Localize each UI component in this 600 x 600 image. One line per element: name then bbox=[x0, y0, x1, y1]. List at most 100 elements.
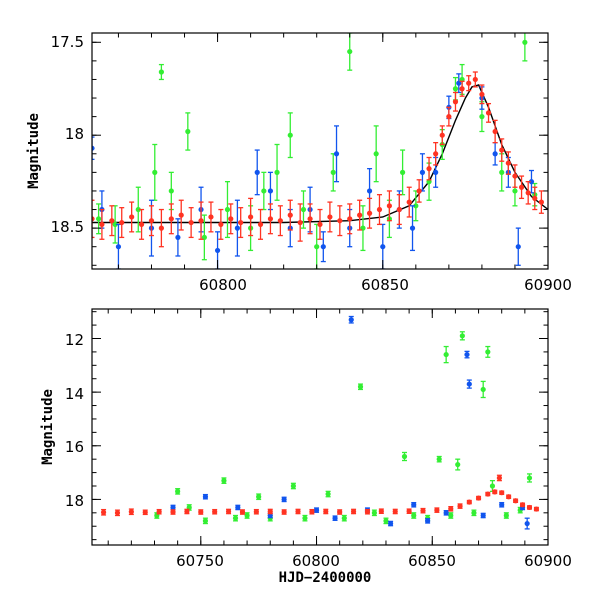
top-data-point bbox=[257, 221, 264, 228]
top-data-point bbox=[218, 221, 224, 228]
bottom-data-point bbox=[281, 509, 287, 515]
top-y-tick-label: 18.5 bbox=[51, 218, 84, 236]
bottom-data-point bbox=[175, 488, 181, 494]
top-data-point bbox=[138, 221, 145, 228]
top-x-tick-label: 60800 bbox=[199, 276, 247, 294]
top-data-point bbox=[234, 225, 240, 231]
top-data-point bbox=[274, 169, 280, 175]
bottom-data-point bbox=[332, 515, 338, 521]
top-data-point bbox=[277, 218, 283, 224]
top-data-point bbox=[479, 91, 485, 97]
top-data-point bbox=[528, 179, 535, 185]
bottom-data-point bbox=[436, 456, 442, 462]
top-data-point bbox=[254, 169, 260, 175]
top-data-point bbox=[175, 234, 181, 241]
top-data-point bbox=[512, 173, 518, 179]
top-data-point bbox=[522, 39, 528, 45]
bottom-data-point bbox=[471, 510, 477, 516]
bottom-y-tick-label: 16 bbox=[65, 438, 84, 456]
bottom-data-point bbox=[212, 509, 218, 515]
bottom-data-point bbox=[464, 351, 470, 358]
bottom-data-point bbox=[253, 509, 259, 515]
bottom-data-point bbox=[420, 508, 426, 514]
top-data-point bbox=[129, 214, 135, 220]
top-plot-area bbox=[92, 33, 548, 269]
top-data-point bbox=[492, 151, 498, 157]
bottom-data-point bbox=[524, 520, 530, 527]
top-data-point bbox=[452, 86, 459, 92]
top-x-tick-label: 60900 bbox=[524, 276, 572, 294]
bottom-data-point bbox=[202, 518, 209, 524]
top-data-point bbox=[413, 203, 419, 209]
top-data-point bbox=[452, 99, 459, 105]
top-data-point bbox=[198, 218, 204, 224]
top-data-point bbox=[433, 151, 439, 157]
bottom-data-point bbox=[244, 512, 250, 519]
bottom-y-tick-label: 14 bbox=[65, 385, 84, 403]
bottom-data-point bbox=[392, 508, 398, 515]
top-panel: 60800 60850 60900 17.5 18 18.5 Magnitude bbox=[26, 32, 572, 294]
top-data-point bbox=[109, 218, 115, 224]
bottom-data-point bbox=[411, 512, 417, 519]
top-data-point bbox=[373, 151, 379, 157]
bottom-data-point bbox=[232, 515, 239, 521]
bottom-data-point bbox=[526, 475, 533, 481]
bottom-x-tick-label: 60750 bbox=[176, 552, 224, 570]
bottom-data-point bbox=[533, 506, 540, 512]
top-data-point bbox=[178, 212, 184, 218]
bottom-y-axis-label: Magnitude bbox=[40, 389, 56, 465]
bottom-data-point bbox=[443, 351, 449, 358]
top-data-point bbox=[525, 190, 531, 196]
top-data-point bbox=[466, 80, 472, 86]
top-data-point bbox=[248, 214, 254, 220]
top-data-point bbox=[347, 216, 353, 222]
top-panel-frame bbox=[91, 32, 549, 270]
top-data-point bbox=[185, 128, 191, 135]
top-data-point bbox=[499, 169, 505, 175]
top-data-point bbox=[416, 188, 422, 194]
bottom-data-point bbox=[256, 494, 262, 500]
bottom-data-point bbox=[492, 489, 498, 495]
top-data-point bbox=[158, 225, 164, 231]
bottom-data-point bbox=[499, 490, 505, 496]
top-data-point bbox=[119, 219, 125, 226]
top-data-point bbox=[472, 76, 478, 83]
bottom-data-point bbox=[489, 483, 496, 489]
top-data-point bbox=[347, 48, 353, 55]
bottom-data-point bbox=[371, 510, 377, 516]
top-data-point bbox=[409, 225, 416, 231]
top-data-point bbox=[446, 114, 452, 120]
top-data-point bbox=[330, 169, 336, 175]
top-data-point bbox=[485, 110, 492, 116]
top-data-point bbox=[380, 244, 386, 250]
bottom-data-point bbox=[383, 518, 389, 524]
top-data-point bbox=[400, 169, 406, 175]
bottom-data-point bbox=[411, 502, 417, 508]
bottom-data-point bbox=[348, 317, 354, 323]
bottom-data-point bbox=[202, 494, 209, 500]
top-data-point bbox=[112, 221, 118, 228]
top-data-point bbox=[538, 199, 544, 205]
bottom-data-point bbox=[323, 508, 329, 515]
bottom-panel-frame bbox=[91, 308, 549, 546]
bottom-data-point bbox=[496, 475, 502, 481]
bottom-data-point bbox=[325, 491, 331, 497]
top-data-point bbox=[314, 244, 320, 250]
top-data-point bbox=[357, 212, 363, 218]
bottom-data-point bbox=[480, 386, 486, 393]
bottom-data-point bbox=[281, 496, 287, 503]
top-data-point bbox=[327, 214, 333, 220]
bottom-data-point bbox=[401, 453, 408, 460]
bottom-data-point bbox=[387, 520, 394, 527]
bottom-data-point bbox=[225, 508, 232, 515]
top-data-point bbox=[512, 188, 518, 194]
bottom-data-point bbox=[100, 509, 107, 515]
bottom-panel: 60750 60800 60850 60900 12 14 16 18 Magn… bbox=[40, 308, 572, 586]
bottom-ticks bbox=[92, 309, 549, 545]
bottom-data-point bbox=[302, 515, 308, 521]
top-data-point bbox=[479, 114, 485, 120]
bottom-data-point bbox=[295, 508, 301, 515]
top-data-point bbox=[337, 218, 343, 224]
bottom-data-point bbox=[337, 509, 343, 515]
